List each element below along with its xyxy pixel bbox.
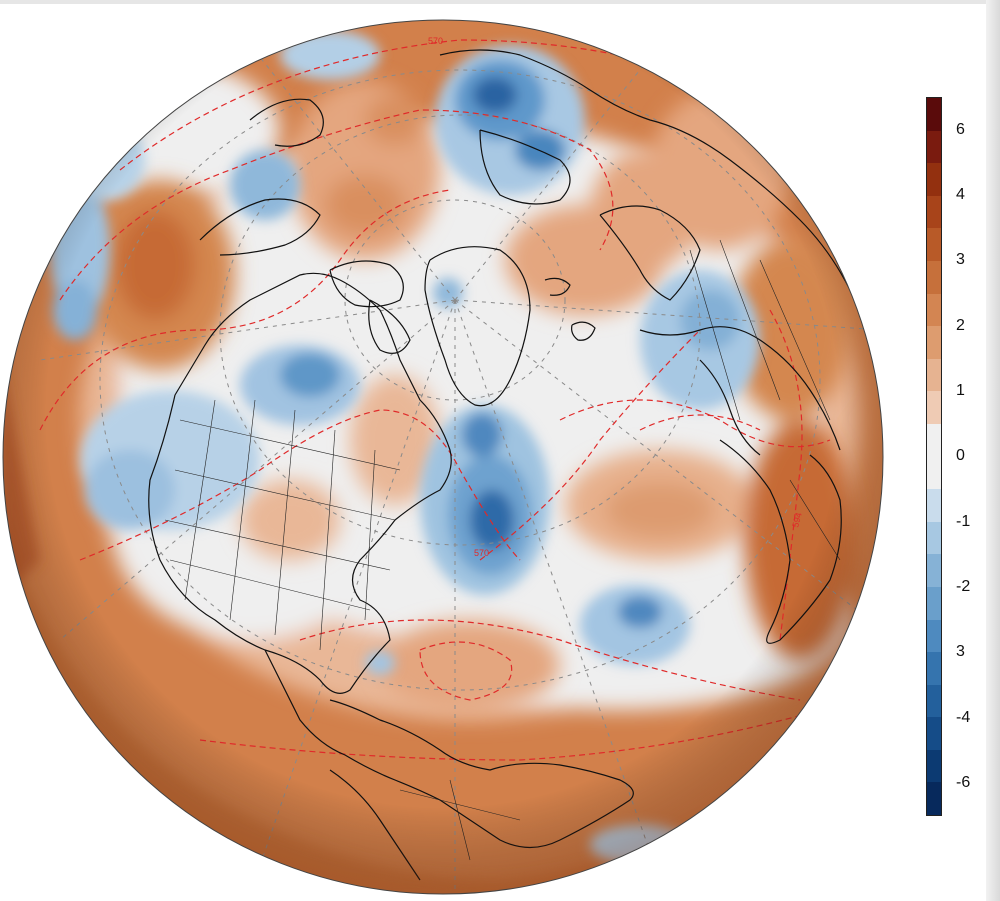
colorbar-segment (927, 293, 941, 327)
colorbar-segment (927, 489, 941, 522)
colorbar-segment (927, 130, 941, 164)
colorbar-label-0: 0 (956, 447, 965, 464)
colorbar-segment (927, 521, 941, 555)
colorbar-segment (927, 717, 941, 750)
colorbar-segment (927, 554, 941, 587)
colorbar-segment (927, 98, 941, 131)
top-border (0, 0, 1000, 4)
colorbar-segment (927, 586, 941, 620)
globe-rim-shade (3, 20, 883, 894)
colorbar-segment (927, 163, 941, 196)
colorbar-segment (927, 684, 941, 718)
colorbar-label-1: 1 (956, 382, 965, 399)
colorbar-segment (927, 423, 941, 457)
colorbar-segment (927, 782, 941, 816)
colorbar-label-neg4: -4 (956, 709, 971, 726)
colorbar-label-6: 6 (956, 121, 965, 138)
colorbar-labels: 6 4 3 2 1 0 -1 -2 3 -4 -6 (948, 97, 988, 816)
colorbar-label-neg1: -1 (956, 513, 971, 530)
colorbar-segment (927, 260, 941, 294)
colorbar-label-neg3: 3 (956, 643, 965, 660)
colorbar-segment (927, 358, 941, 392)
colorbar-label-2: 2 (956, 317, 965, 334)
globe-outline (2, 19, 884, 895)
colorbar-label-3: 3 (956, 251, 965, 268)
colorbar-segment (927, 456, 941, 490)
colorbar-label-neg2: -2 (956, 578, 971, 595)
colorbar-segment (927, 619, 941, 653)
colorbar-label-4: 4 (956, 186, 965, 203)
colorbar (926, 97, 942, 816)
colorbar-segment (927, 326, 941, 359)
colorbar-segment (927, 195, 941, 229)
colorbar-segment (927, 391, 941, 424)
colorbar-label-neg6: -6 (956, 774, 971, 791)
colorbar-segment (927, 228, 941, 261)
colorbar-segment (927, 652, 941, 685)
colorbar-segment (927, 749, 941, 783)
right-border (986, 0, 1000, 901)
